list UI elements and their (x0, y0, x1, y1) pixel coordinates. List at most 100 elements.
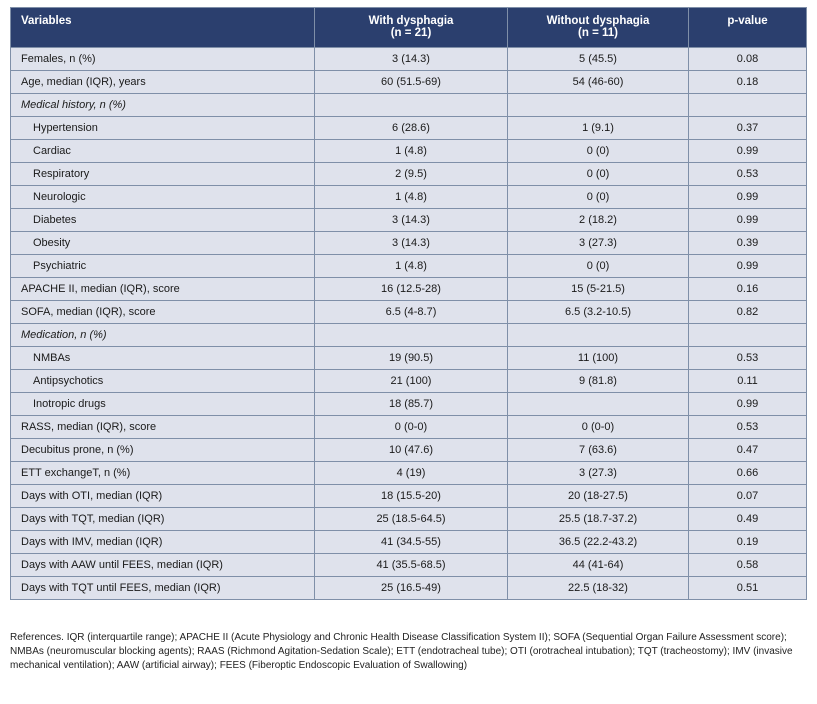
cell-without-dysphagia: 20 (18-27.5) (507, 484, 689, 508)
table-row: Diabetes 3 (14.3) 2 (18.2) 0.99 (10, 208, 807, 232)
cell-with-dysphagia: 19 (90.5) (314, 346, 508, 370)
row-label: Hypertension (10, 116, 315, 140)
row-label: Psychiatric (10, 254, 315, 278)
cell-with-dysphagia (314, 93, 508, 117)
table-container: Variables With dysphagia (n = 21) Withou… (10, 7, 807, 600)
comparison-table: Variables With dysphagia (n = 21) Withou… (10, 7, 807, 600)
cell-p-value: 0.99 (688, 254, 807, 278)
cell-with-dysphagia: 6 (28.6) (314, 116, 508, 140)
table-row: Respiratory 2 (9.5) 0 (0) 0.53 (10, 162, 807, 186)
cell-without-dysphagia: 0 (0) (507, 185, 689, 209)
row-label: Days with TQT until FEES, median (IQR) (10, 576, 315, 600)
table-row: Days with OTI, median (IQR) 18 (15.5-20) 2… (10, 484, 807, 508)
row-label: Days with TQT, median (IQR) (10, 507, 315, 531)
cell-with-dysphagia: 18 (85.7) (314, 392, 508, 416)
cell-p-value: 0.18 (688, 70, 807, 94)
row-label: Days with AAW until FEES, median (IQR) (10, 553, 315, 577)
table-row: Hypertension 6 (28.6) 1 (9.1) 0.37 (10, 116, 807, 140)
row-label: Obesity (10, 231, 315, 255)
cell-without-dysphagia: 1 (9.1) (507, 116, 689, 140)
cell-without-dysphagia: 2 (18.2) (507, 208, 689, 232)
table-row: Psychiatric 1 (4.8) 0 (0) 0.99 (10, 254, 807, 278)
table-row: Days with TQT, median (IQR) 25 (18.5-64.5… (10, 507, 807, 531)
row-label: Days with IMV, median (IQR) (10, 530, 315, 554)
table-row: Medical history, n (%) (10, 93, 807, 117)
table-row: NMBAs 19 (90.5) 11 (100) 0.53 (10, 346, 807, 370)
cell-p-value: 0.58 (688, 553, 807, 577)
cell-without-dysphagia: 3 (27.3) (507, 461, 689, 485)
cell-without-dysphagia: 15 (5-21.5) (507, 277, 689, 301)
cell-without-dysphagia: 22.5 (18-32) (507, 576, 689, 600)
row-label: SOFA, median (IQR), score (10, 300, 315, 324)
header-without-dysphagia: Without dysphagia (n = 11) (507, 7, 689, 48)
cell-with-dysphagia (314, 323, 508, 347)
cell-p-value: 0.51 (688, 576, 807, 600)
cell-p-value: 0.99 (688, 208, 807, 232)
row-label: ETT exchangeT, n (%) (10, 461, 315, 485)
row-label: APACHE II, median (IQR), score (10, 277, 315, 301)
table-row: Females, n (%) 3 (14.3) 5 (45.5) 0.08 (10, 47, 807, 71)
cell-p-value (688, 93, 807, 117)
cell-p-value: 0.53 (688, 415, 807, 439)
header-with-dysphagia-title: With dysphagia (368, 15, 454, 27)
row-label: Age, median (IQR), years (10, 70, 315, 94)
cell-with-dysphagia: 0 (0-0) (314, 415, 508, 439)
row-label: Inotropic drugs (10, 392, 315, 416)
table-row: Age, median (IQR), years 60 (51.5-69) 54 (… (10, 70, 807, 94)
cell-with-dysphagia: 3 (14.3) (314, 47, 508, 71)
cell-with-dysphagia: 16 (12.5-28) (314, 277, 508, 301)
cell-without-dysphagia: 5 (45.5) (507, 47, 689, 71)
cell-p-value: 0.99 (688, 139, 807, 163)
cell-without-dysphagia: 3 (27.3) (507, 231, 689, 255)
header-without-dysphagia-n: (n = 11) (578, 27, 618, 39)
header-with-dysphagia: With dysphagia (n = 21) (314, 7, 508, 48)
cell-p-value: 0.49 (688, 507, 807, 531)
cell-p-value: 0.99 (688, 392, 807, 416)
table-row: Neurologic 1 (4.8) 0 (0) 0.99 (10, 185, 807, 209)
table-row: Decubitus prone, n (%) 10 (47.6) 7 (63.6) 0… (10, 438, 807, 462)
cell-p-value: 0.53 (688, 162, 807, 186)
cell-with-dysphagia: 3 (14.3) (314, 208, 508, 232)
cell-without-dysphagia: 0 (0-0) (507, 415, 689, 439)
table-row: Days with IMV, median (IQR) 41 (34.5-55) 3… (10, 530, 807, 554)
cell-p-value: 0.66 (688, 461, 807, 485)
cell-with-dysphagia: 1 (4.8) (314, 254, 508, 278)
cell-p-value: 0.08 (688, 47, 807, 71)
cell-without-dysphagia: 9 (81.8) (507, 369, 689, 393)
cell-without-dysphagia: 0 (0) (507, 162, 689, 186)
row-label: NMBAs (10, 346, 315, 370)
row-label: Diabetes (10, 208, 315, 232)
cell-with-dysphagia: 10 (47.6) (314, 438, 508, 462)
cell-p-value: 0.11 (688, 369, 807, 393)
cell-p-value: 0.39 (688, 231, 807, 255)
row-label: Decubitus prone, n (%) (10, 438, 315, 462)
cell-with-dysphagia: 41 (35.5-68.5) (314, 553, 508, 577)
table-row: Days with AAW until FEES, median (IQR) 41… (10, 553, 807, 577)
cell-without-dysphagia: 0 (0) (507, 254, 689, 278)
header-row: Variables With dysphagia (n = 21) Withou… (10, 7, 807, 48)
cell-without-dysphagia (507, 93, 689, 117)
cell-with-dysphagia: 6.5 (4-8.7) (314, 300, 508, 324)
cell-with-dysphagia: 2 (9.5) (314, 162, 508, 186)
cell-p-value: 0.47 (688, 438, 807, 462)
footnote-references: References. IQR (interquartile range); A… (10, 632, 793, 671)
cell-with-dysphagia: 18 (15.5-20) (314, 484, 508, 508)
cell-without-dysphagia: 7 (63.6) (507, 438, 689, 462)
cell-p-value: 0.37 (688, 116, 807, 140)
cell-p-value: 0.19 (688, 530, 807, 554)
cell-p-value: 0.82 (688, 300, 807, 324)
row-label: Medical history, n (%) (10, 93, 315, 117)
header-variables: Variables (10, 7, 315, 48)
cell-with-dysphagia: 21 (100) (314, 369, 508, 393)
cell-without-dysphagia: 6.5 (3.2-10.5) (507, 300, 689, 324)
cell-without-dysphagia (507, 392, 689, 416)
cell-with-dysphagia: 25 (18.5-64.5) (314, 507, 508, 531)
row-label: RASS, median (IQR), score (10, 415, 315, 439)
cell-without-dysphagia: 0 (0) (507, 139, 689, 163)
table-row: Days with TQT until FEES, median (IQR) 25… (10, 576, 807, 600)
row-label: Females, n (%) (10, 47, 315, 71)
table-row: Antipsychotics 21 (100) 9 (81.8) 0.11 (10, 369, 807, 393)
cell-p-value: 0.07 (688, 484, 807, 508)
row-label: Medication, n (%) (10, 323, 315, 347)
row-label: Days with OTI, median (IQR) (10, 484, 315, 508)
